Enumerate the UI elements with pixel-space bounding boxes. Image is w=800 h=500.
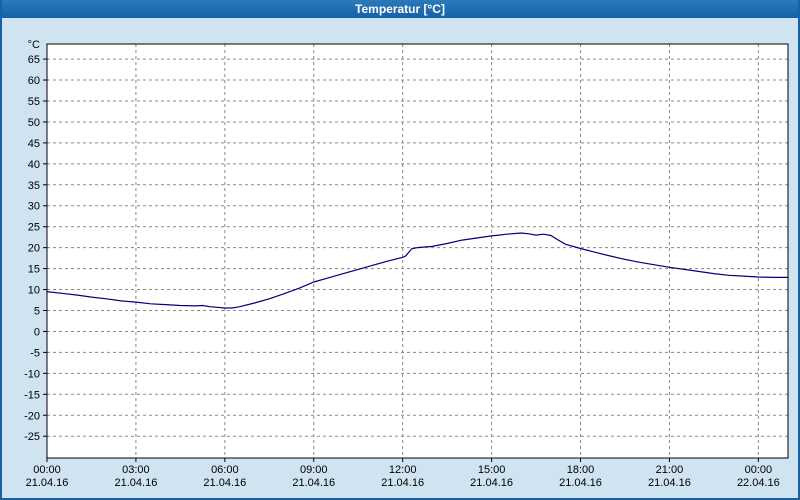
x-tick-date-label: 21.04.16 bbox=[26, 477, 69, 489]
y-tick-label: 10 bbox=[28, 285, 40, 297]
x-tick-time-label: 12:00 bbox=[389, 464, 417, 476]
y-tick-label: 50 bbox=[28, 117, 40, 129]
x-tick-time-label: 15:00 bbox=[478, 464, 506, 476]
y-tick-label: 5 bbox=[34, 306, 40, 318]
y-tick-label: 0 bbox=[34, 326, 40, 338]
y-tick-label: -25 bbox=[24, 431, 40, 443]
window-titlebar[interactable]: Temperatur [°C] bbox=[2, 0, 798, 18]
y-tick-label: -10 bbox=[24, 368, 40, 380]
temperature-line bbox=[46, 232, 788, 309]
y-tick-label: -5 bbox=[30, 347, 40, 359]
plot-background bbox=[47, 44, 788, 458]
y-tick-label: 60 bbox=[28, 75, 40, 87]
x-tick-date-label: 21.04.16 bbox=[203, 477, 246, 489]
x-tick-time-label: 18:00 bbox=[567, 464, 595, 476]
y-tick-label: 45 bbox=[28, 138, 40, 150]
y-axis-unit-label: °C bbox=[28, 39, 40, 51]
x-tick-time-label: 00:00 bbox=[33, 464, 61, 476]
y-tick-label: 35 bbox=[28, 180, 40, 192]
x-tick-date-label: 21.04.16 bbox=[470, 477, 513, 489]
x-tick-time-label: 06:00 bbox=[211, 464, 239, 476]
y-tick-label: 20 bbox=[28, 243, 40, 255]
plot-border bbox=[46, 43, 789, 459]
y-tick-label: 15 bbox=[28, 264, 40, 276]
y-tick-label: -15 bbox=[24, 389, 40, 401]
x-tick-time-label: 09:00 bbox=[300, 464, 328, 476]
chart-area: 65 60 55 50 45 40 35 30 25 20 15 10 5 0 -5 -10 -15 -20 -25… bbox=[2, 18, 798, 498]
x-tick-time-label: 21:00 bbox=[656, 464, 684, 476]
x-tick-time-label: 03:00 bbox=[122, 464, 150, 476]
x-tick-date-label: 21.04.16 bbox=[559, 477, 602, 489]
x-tick-time-label: 00:00 bbox=[745, 464, 773, 476]
y-tick-label: 40 bbox=[28, 159, 40, 171]
y-tick-label: 30 bbox=[28, 201, 40, 213]
x-tick-date-label: 21.04.16 bbox=[381, 477, 424, 489]
window-title: Temperatur [°C] bbox=[355, 2, 445, 16]
x-tick-date-label: 21.04.16 bbox=[648, 477, 691, 489]
y-tick-label: 25 bbox=[28, 222, 40, 234]
x-tick-date-label: 22.04.16 bbox=[737, 477, 780, 489]
y-tick-label: 65 bbox=[28, 54, 40, 66]
x-tick-date-label: 21.04.16 bbox=[115, 477, 158, 489]
temperature-chart-svg: 65605550454035302520151050-5-10-15-20-25… bbox=[24, 39, 789, 489]
y-tick-label: 55 bbox=[28, 96, 40, 108]
y-tick-label: -20 bbox=[24, 410, 40, 422]
x-tick-date-label: 21.04.16 bbox=[292, 477, 335, 489]
